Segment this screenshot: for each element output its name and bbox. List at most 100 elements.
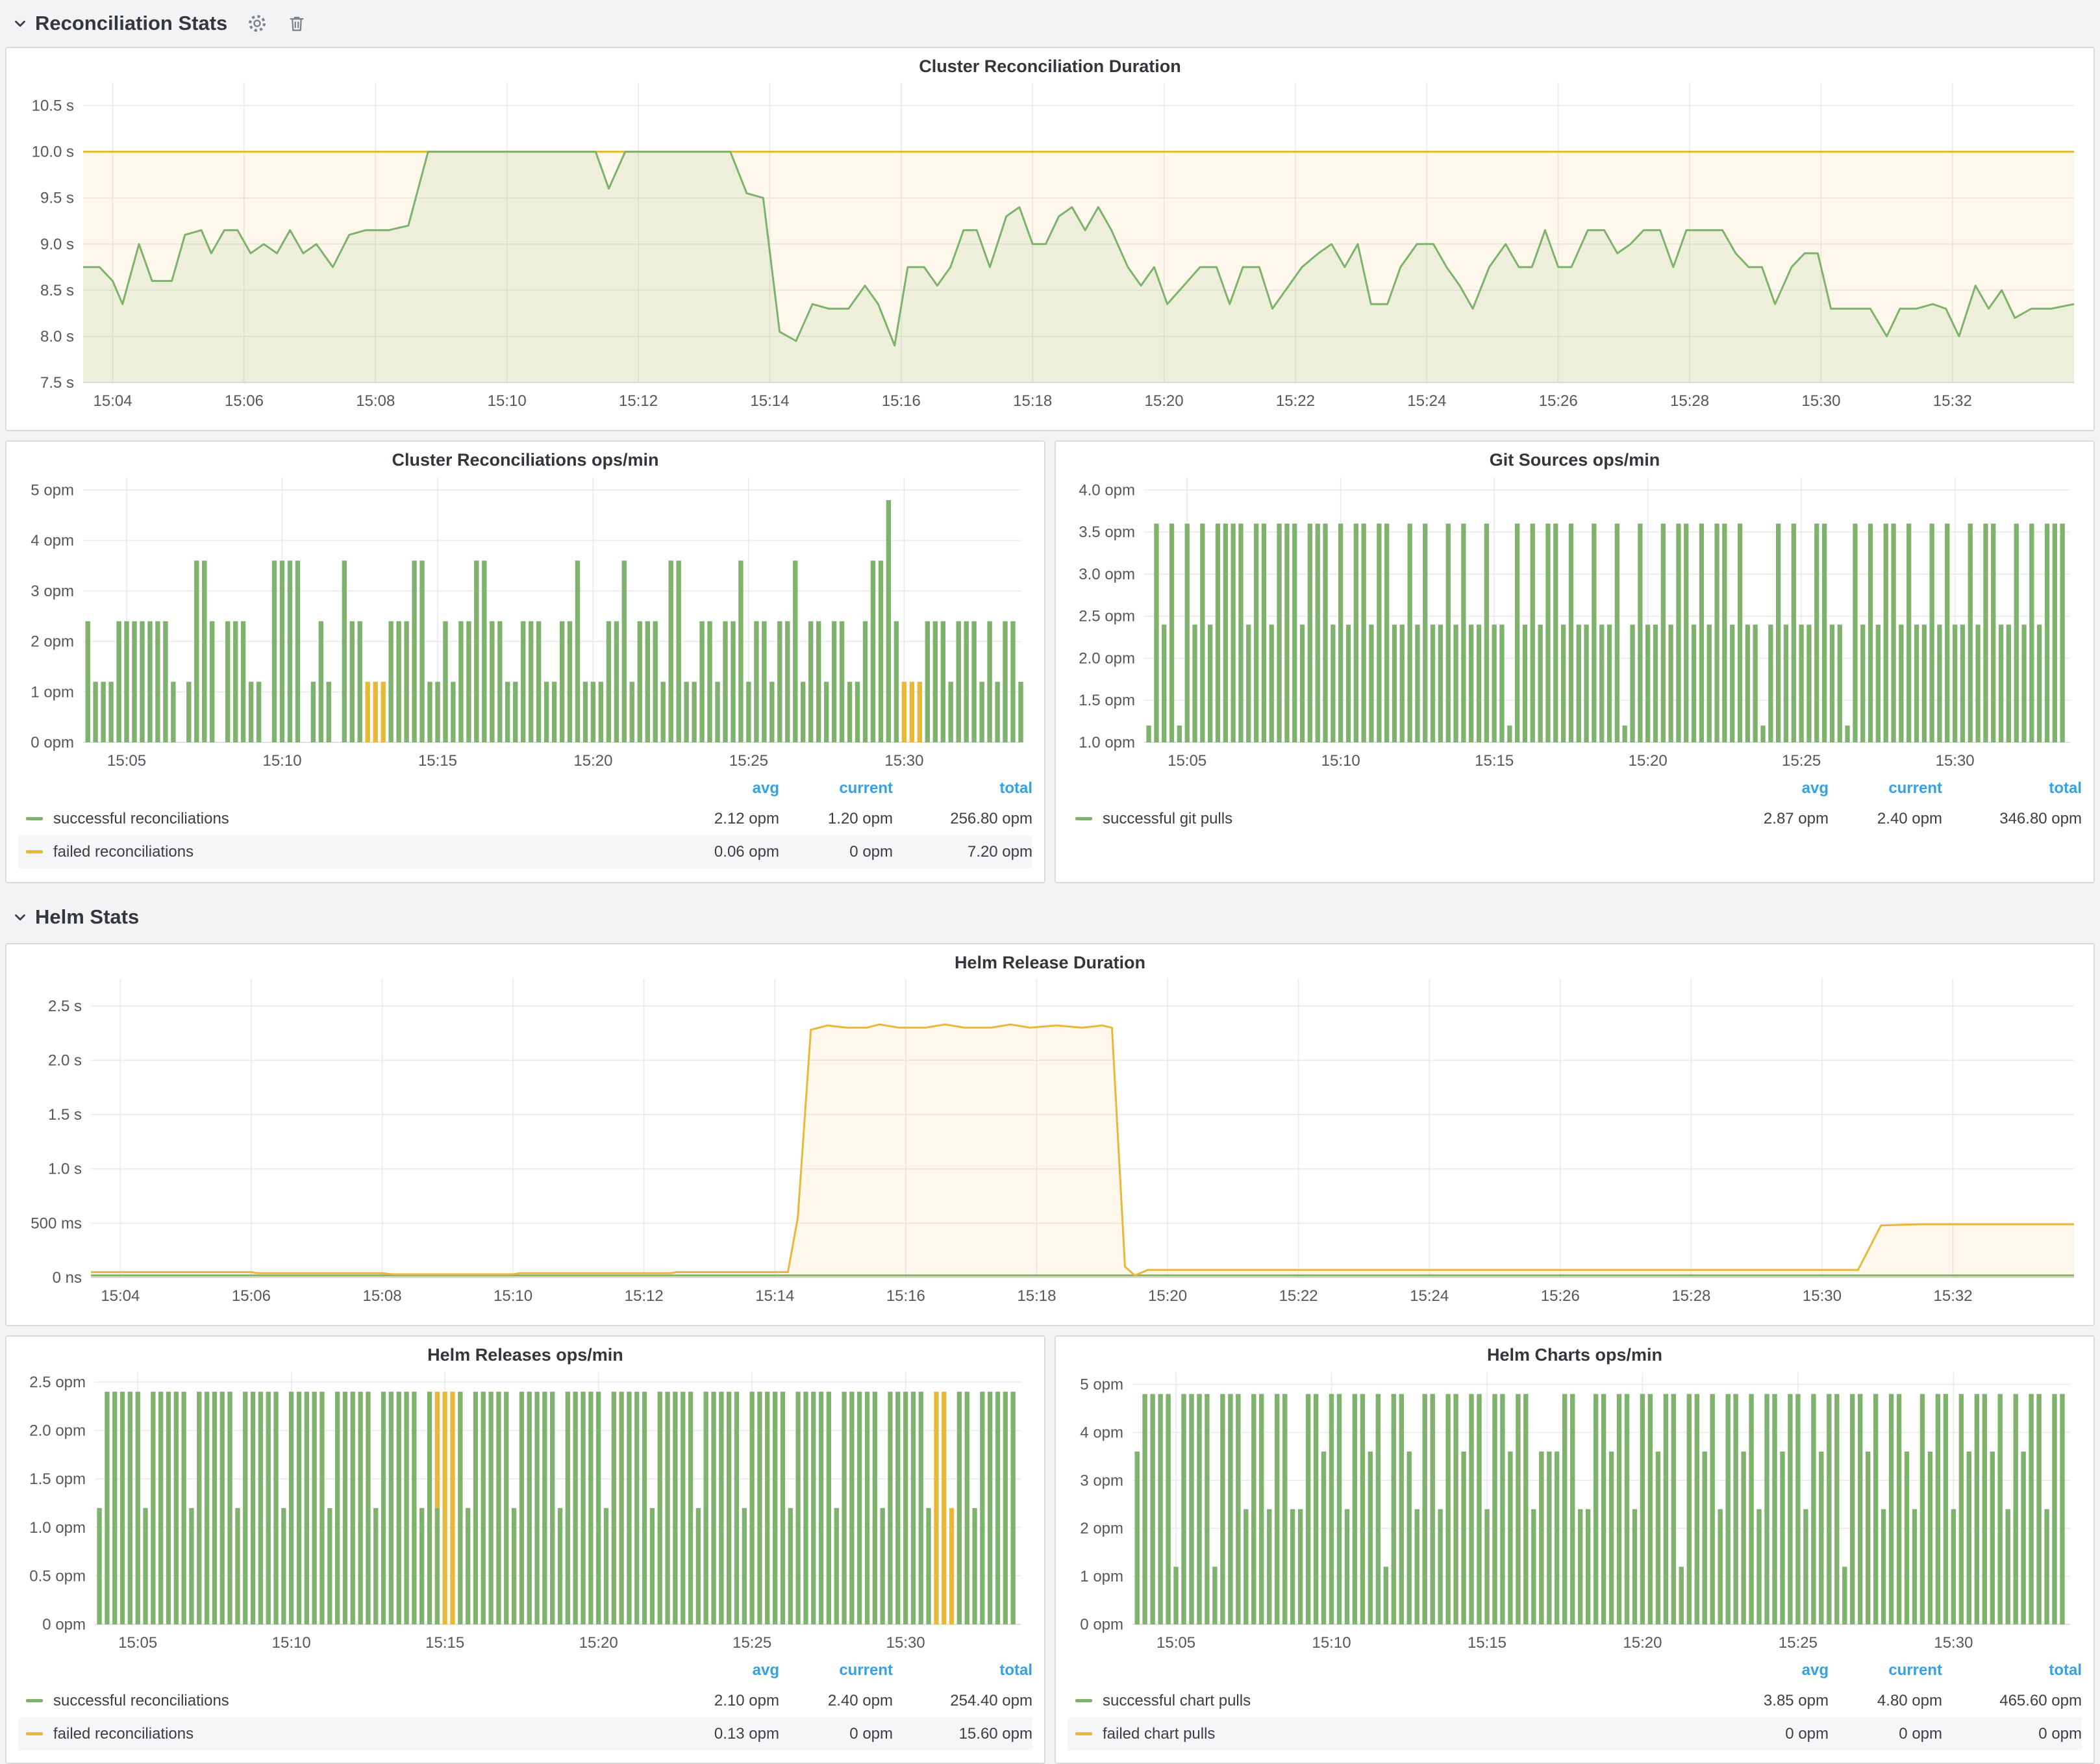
git-sources-chart[interactable]: 15:05 15:10 15:15 15:20 15:25 15:30 1.0 opm 1.5… bbox=[1068, 468, 2084, 775]
panel-cluster-reconciliations: Cluster Reconciliations ops/min 15:05 15:… bbox=[5, 440, 1045, 883]
svg-text:2.0 opm: 2.0 opm bbox=[29, 1422, 86, 1440]
legend-sort-current[interactable]: current bbox=[839, 779, 893, 797]
svg-text:15:10: 15:10 bbox=[262, 752, 301, 770]
legend-series-label[interactable]: successful reconciliations bbox=[18, 810, 666, 828]
svg-text:15:25: 15:25 bbox=[729, 752, 768, 770]
svg-text:8.5 s: 8.5 s bbox=[40, 282, 74, 299]
svg-text:15:30: 15:30 bbox=[1803, 1287, 1842, 1305]
section-header-helm-stats[interactable]: Helm Stats bbox=[12, 901, 139, 933]
legend-series-color-icon bbox=[26, 1732, 43, 1735]
legend-header-row: avg current total bbox=[1068, 775, 2082, 802]
legend-sort-current[interactable]: current bbox=[1888, 779, 1942, 797]
legend-sort-total[interactable]: total bbox=[999, 779, 1032, 797]
legend-total-value: 256.80 opm bbox=[950, 809, 1032, 827]
legend-total-value: 15.60 opm bbox=[958, 1724, 1032, 1743]
svg-text:15:05: 15:05 bbox=[1168, 752, 1206, 770]
svg-text:9.0 s: 9.0 s bbox=[40, 236, 74, 253]
svg-text:10.0 s: 10.0 s bbox=[32, 144, 74, 161]
cluster-reconciliations-chart[interactable]: 15:05 15:10 15:15 15:20 15:25 15:30 0 opm 1 opm… bbox=[18, 468, 1035, 775]
svg-text:15:16: 15:16 bbox=[886, 1287, 925, 1305]
legend-row: failed reconciliations 0.06 opm 0 opm 7.20 … bbox=[18, 835, 1032, 868]
legend-sort-total[interactable]: total bbox=[2049, 1661, 2082, 1679]
svg-text:5 opm: 5 opm bbox=[31, 481, 74, 499]
svg-text:15:24: 15:24 bbox=[1410, 1287, 1449, 1305]
svg-text:15:05: 15:05 bbox=[118, 1634, 157, 1652]
svg-text:4 opm: 4 opm bbox=[1080, 1424, 1123, 1441]
svg-text:15:12: 15:12 bbox=[625, 1287, 664, 1305]
legend-series-color-icon bbox=[26, 850, 43, 853]
panel-title[interactable]: Helm Release Duration bbox=[954, 953, 1146, 972]
trash-icon[interactable] bbox=[287, 14, 306, 33]
svg-text:15:24: 15:24 bbox=[1407, 392, 1446, 410]
gear-icon[interactable] bbox=[247, 13, 268, 34]
panel-title[interactable]: Git Sources ops/min bbox=[1489, 450, 1660, 470]
cluster-reconciliation-duration-chart[interactable]: 15:04 15:06 15:08 15:10 15:12 15:14 15:16 15:18… bbox=[18, 75, 2084, 415]
legend-total-value: 254.40 opm bbox=[950, 1691, 1032, 1709]
svg-text:1.0 s: 1.0 s bbox=[48, 1161, 82, 1178]
legend-series-label[interactable]: successful reconciliations bbox=[18, 1692, 666, 1710]
svg-text:15:10: 15:10 bbox=[272, 1634, 311, 1652]
legend-sort-avg[interactable]: avg bbox=[1801, 779, 1829, 797]
svg-text:2.5 s: 2.5 s bbox=[48, 998, 82, 1015]
legend-current-value: 0 opm bbox=[849, 1724, 893, 1743]
svg-text:1.0 opm: 1.0 opm bbox=[1079, 734, 1135, 751]
panel-helm-releases: Helm Releases ops/min 15:05 15:10 15:15 15:… bbox=[5, 1335, 1045, 1764]
panel-title[interactable]: Helm Charts ops/min bbox=[1486, 1345, 1663, 1365]
svg-text:0 opm: 0 opm bbox=[1080, 1616, 1123, 1633]
svg-text:15:05: 15:05 bbox=[107, 752, 146, 770]
svg-text:2.5 opm: 2.5 opm bbox=[29, 1374, 86, 1391]
svg-text:15:06: 15:06 bbox=[232, 1287, 271, 1305]
svg-text:5 opm: 5 opm bbox=[1080, 1376, 1123, 1393]
legend-sort-total[interactable]: total bbox=[2049, 779, 2082, 797]
legend-sort-current[interactable]: current bbox=[1888, 1661, 1942, 1679]
helm-charts-chart[interactable]: 15:05 15:10 15:15 15:20 15:25 15:30 0 opm 1 opm… bbox=[1068, 1363, 2084, 1657]
svg-text:0 opm: 0 opm bbox=[31, 734, 74, 751]
legend-current-value: 4.80 opm bbox=[1877, 1691, 1942, 1709]
legend-sort-avg[interactable]: avg bbox=[752, 779, 779, 797]
panel-title[interactable]: Helm Releases ops/min bbox=[427, 1345, 623, 1365]
legend-series-label[interactable]: successful git pulls bbox=[1068, 810, 1715, 828]
legend-sort-current[interactable]: current bbox=[839, 1661, 893, 1679]
legend-series-label[interactable]: failed chart pulls bbox=[1068, 1725, 1715, 1743]
legend-avg-value: 2.10 opm bbox=[714, 1691, 779, 1709]
legend-helm-releases: avg current total successful reconciliation… bbox=[18, 1657, 1032, 1750]
chevron-down-icon[interactable] bbox=[12, 909, 29, 926]
legend-current-value: 2.40 opm bbox=[1877, 809, 1942, 827]
svg-text:15:22: 15:22 bbox=[1279, 1287, 1318, 1305]
legend-sort-avg[interactable]: avg bbox=[1801, 1661, 1829, 1679]
helm-releases-chart[interactable]: 15:05 15:10 15:15 15:20 15:25 15:30 0 opm 0.5 o… bbox=[18, 1363, 1035, 1657]
svg-text:3.0 opm: 3.0 opm bbox=[1079, 566, 1135, 583]
svg-text:15:04: 15:04 bbox=[94, 392, 132, 410]
section-header-reconciliation-stats[interactable]: Reconciliation Stats bbox=[12, 8, 306, 39]
panel-cluster-reconciliation-duration: Cluster Reconciliation Duration 15:04 15:… bbox=[5, 47, 2095, 431]
svg-text:15:12: 15:12 bbox=[619, 392, 658, 410]
helm-release-duration-chart[interactable]: 15:04 15:06 15:08 15:10 15:12 15:14 15:16 15:18… bbox=[18, 971, 2084, 1310]
svg-text:15:18: 15:18 bbox=[1017, 1287, 1056, 1305]
legend-cluster-reconciliations: avg current total successful reconciliation… bbox=[18, 775, 1032, 868]
svg-text:15:10: 15:10 bbox=[494, 1287, 532, 1305]
svg-text:0 ns: 0 ns bbox=[53, 1269, 82, 1287]
panel-title[interactable]: Cluster Reconciliation Duration bbox=[919, 57, 1181, 76]
svg-text:1.0 opm: 1.0 opm bbox=[29, 1519, 86, 1537]
legend-avg-value: 2.87 opm bbox=[1763, 809, 1829, 827]
section-title[interactable]: Helm Stats bbox=[35, 905, 140, 928]
legend-series-label[interactable]: failed reconciliations bbox=[18, 843, 666, 861]
legend-sort-avg[interactable]: avg bbox=[752, 1661, 779, 1679]
svg-text:1.5 s: 1.5 s bbox=[48, 1106, 82, 1124]
svg-text:500 ms: 500 ms bbox=[31, 1215, 82, 1232]
legend-sort-total[interactable]: total bbox=[999, 1661, 1032, 1679]
legend-series-label[interactable]: failed reconciliations bbox=[18, 1725, 666, 1743]
svg-text:15:08: 15:08 bbox=[362, 1287, 401, 1305]
legend-avg-value: 3.85 opm bbox=[1763, 1691, 1829, 1709]
svg-text:15:30: 15:30 bbox=[1936, 752, 1975, 770]
svg-text:15:20: 15:20 bbox=[579, 1634, 618, 1652]
chevron-down-icon[interactable] bbox=[12, 15, 29, 32]
svg-text:3.5 opm: 3.5 opm bbox=[1079, 523, 1135, 541]
legend-series-color-icon bbox=[1075, 1699, 1092, 1702]
panel-git-sources: Git Sources ops/min 15:05 15:10 15:15 15:20… bbox=[1055, 440, 2095, 883]
svg-text:15:26: 15:26 bbox=[1541, 1287, 1580, 1305]
legend-helm-charts: avg current total successful chart pulls 3.8… bbox=[1068, 1657, 2082, 1750]
section-title[interactable]: Reconciliation Stats bbox=[35, 12, 228, 34]
panel-title[interactable]: Cluster Reconciliations ops/min bbox=[392, 450, 659, 470]
legend-series-label[interactable]: successful chart pulls bbox=[1068, 1692, 1715, 1710]
